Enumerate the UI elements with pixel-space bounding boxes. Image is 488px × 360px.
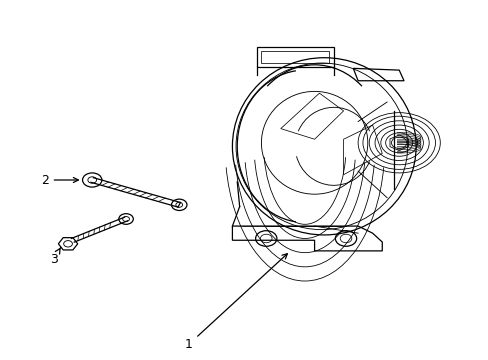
Text: 1: 1 <box>184 254 287 351</box>
Text: 3: 3 <box>49 248 61 266</box>
Text: 2: 2 <box>41 174 78 186</box>
